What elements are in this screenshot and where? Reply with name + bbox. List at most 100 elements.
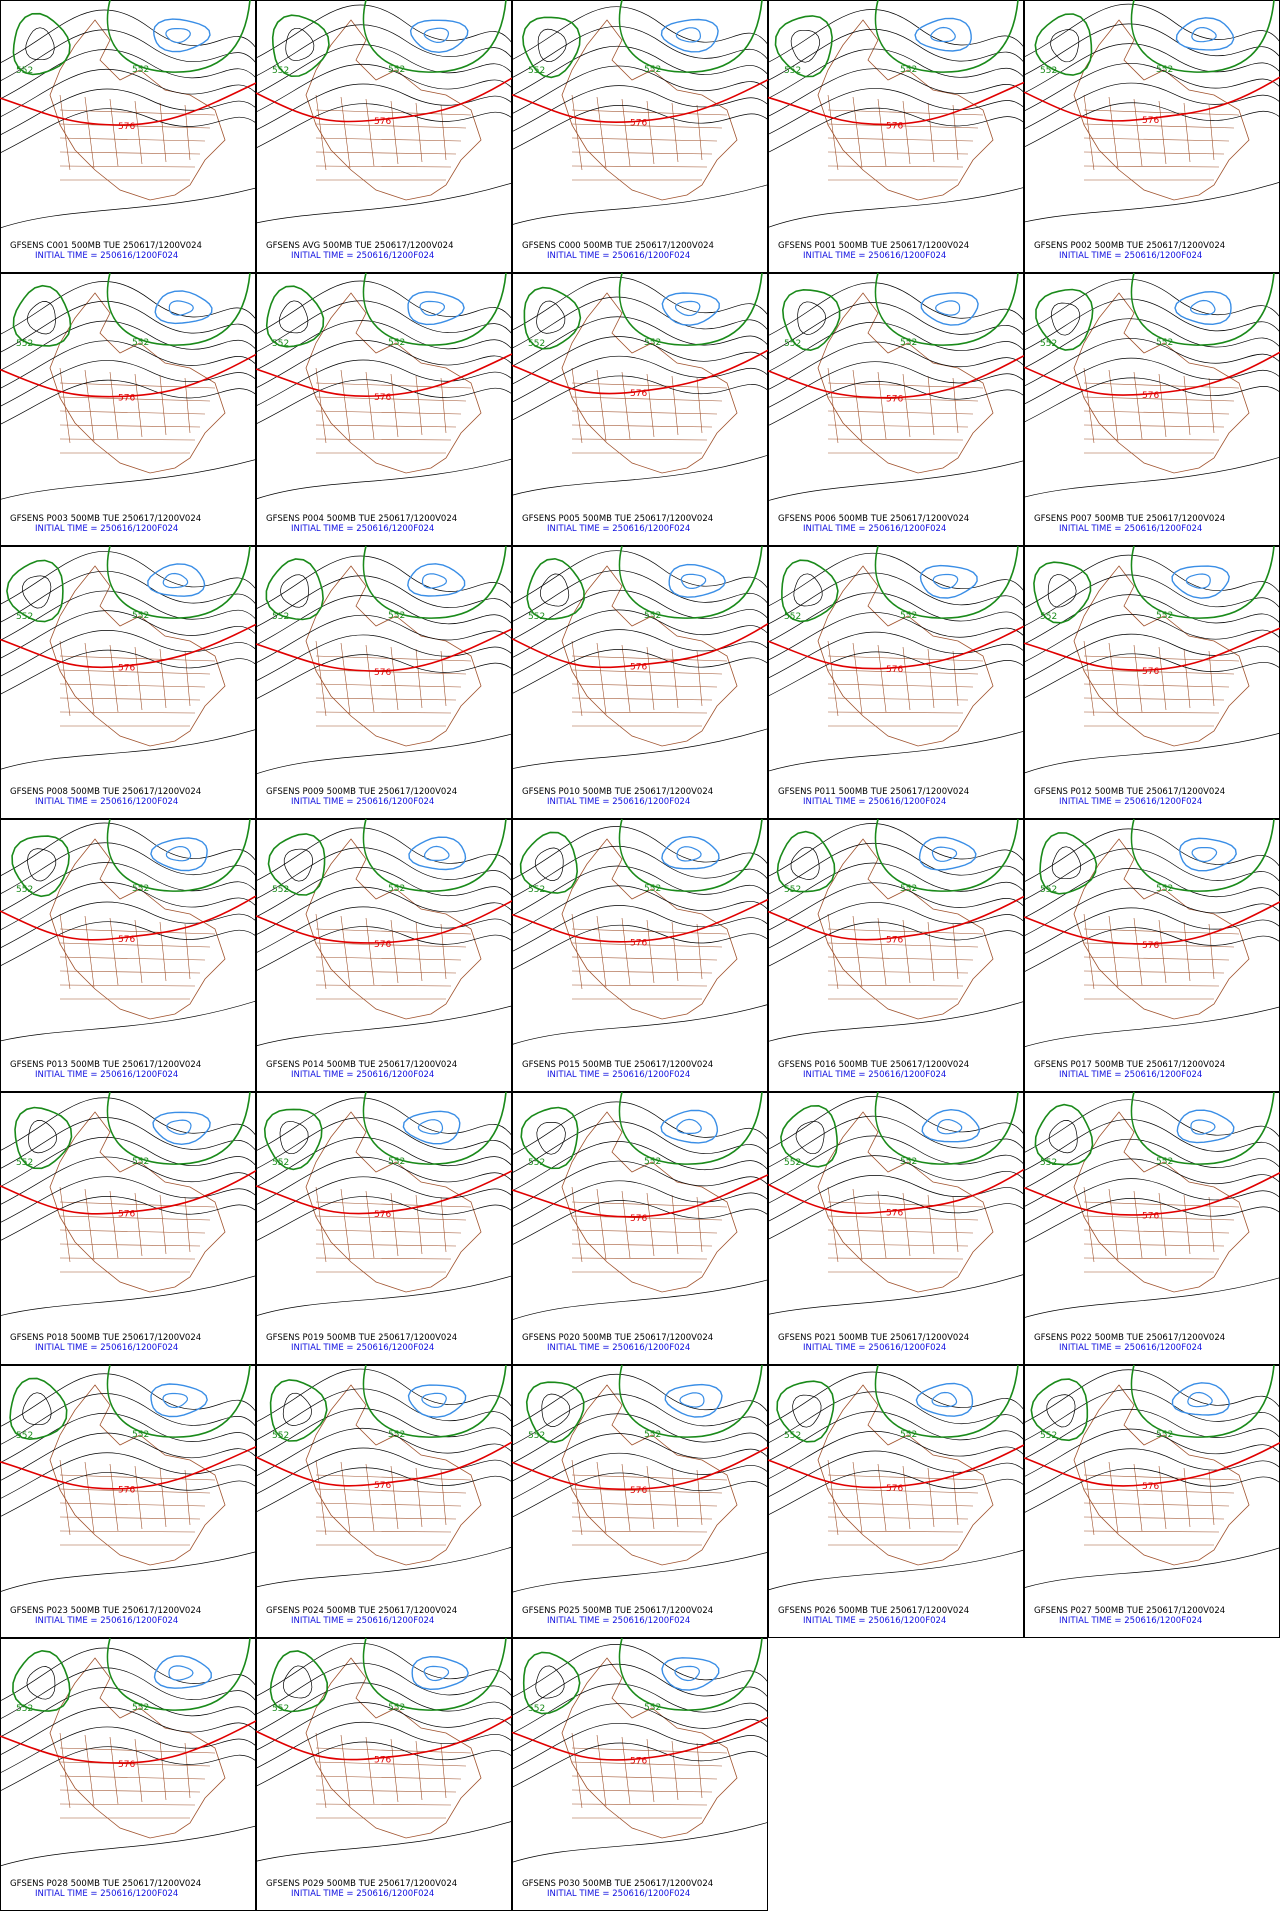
contour-552: [618, 545, 763, 619]
state-border: [1208, 377, 1215, 434]
height-contour: [511, 1004, 769, 1045]
state-border: [415, 921, 423, 982]
state-border: [927, 375, 935, 436]
height-contour: [767, 651, 1025, 697]
contour-label: 576: [374, 393, 391, 403]
state-border: [440, 377, 447, 434]
state-border: [159, 1740, 167, 1801]
height-contour: [0, 881, 257, 931]
height-contour: [511, 1413, 769, 1464]
state-border: [315, 1229, 462, 1234]
state-border: [59, 109, 216, 116]
state-border: [827, 1502, 974, 1507]
state-border: [827, 1474, 984, 1481]
height-contour: [767, 460, 1025, 502]
contour-low: [166, 1119, 192, 1135]
contour-label: 576: [1142, 941, 1159, 951]
panel-title: GFSENS P030 500MB TUE 250617/1200V024: [522, 1879, 713, 1889]
state-border: [184, 1469, 191, 1526]
state-border: [571, 1761, 723, 1767]
contour-label: 552: [272, 612, 289, 622]
contour-552: [1130, 1091, 1275, 1165]
state-border: [315, 382, 472, 389]
height-contour: [255, 103, 513, 149]
state-border: [59, 1761, 211, 1767]
state-border: [159, 648, 167, 709]
panel-subtitle: INITIAL TIME = 250616/1200F024: [291, 1616, 434, 1626]
state-border: [1083, 109, 1240, 116]
panel-frame: [0, 0, 256, 273]
height-contour: [27, 848, 57, 882]
map-panel: 552 552 576 GFSENS P024 500MB TUE 250617/12…: [255, 1364, 513, 1638]
contour-label: 552: [1156, 884, 1173, 894]
state-border: [1083, 697, 1225, 701]
height-contour: [0, 9, 257, 64]
contour-low: [661, 835, 720, 870]
contour-552: [1130, 818, 1275, 892]
panel-frame: [768, 273, 1024, 546]
coastline: [305, 838, 482, 1020]
panel-frame: [512, 1365, 768, 1638]
panel-frame: [0, 546, 256, 819]
state-border: [877, 917, 887, 986]
contour-label: 576: [118, 663, 135, 673]
height-contour: [511, 649, 769, 694]
state-border: [827, 1215, 979, 1221]
state-border: [59, 438, 196, 441]
coastline: [305, 19, 482, 201]
coastline: [49, 1111, 226, 1293]
contour-label: 552: [1156, 1157, 1173, 1167]
contour-low: [407, 291, 465, 326]
contour-low: [419, 300, 446, 317]
contour-label: 576: [630, 663, 647, 673]
height-contour: [767, 631, 1025, 679]
state-border: [340, 915, 351, 988]
state-border: [827, 1530, 964, 1533]
state-border: [315, 1474, 472, 1481]
coastline: [49, 292, 226, 474]
state-border: [827, 669, 979, 675]
contour-552: [1034, 13, 1093, 76]
contour-576: [1023, 351, 1280, 396]
height-contour: [255, 320, 513, 371]
state-border: [415, 1194, 423, 1255]
state-border: [596, 96, 607, 169]
contour-576: [0, 82, 257, 126]
height-contour: [767, 842, 1025, 895]
state-border: [1083, 1530, 1220, 1533]
map-panel: 552 552 576 GFSENS P011 500MB TUE 250617/12…: [767, 545, 1025, 819]
height-contour: [1050, 29, 1080, 63]
height-contour: [0, 921, 257, 967]
height-contour: [1051, 846, 1082, 880]
height-contour: [1023, 377, 1280, 423]
state-border: [59, 669, 211, 675]
height-contour: [511, 105, 769, 150]
height-contour: [767, 552, 1025, 607]
contour-552: [106, 1364, 251, 1438]
state-border: [109, 1190, 119, 1259]
panel-frame: [0, 1365, 256, 1638]
contour-576: [255, 77, 513, 123]
map-panel: 552 552 576 GFSENS C001 500MB TUE 250617/12…: [0, 0, 257, 273]
state-border: [315, 410, 462, 415]
contour-552: [618, 1637, 763, 1711]
state-border: [59, 151, 201, 155]
state-border: [902, 100, 911, 165]
contour-552: [781, 288, 841, 352]
state-border: [1083, 424, 1225, 428]
contour-552: [263, 1108, 323, 1171]
state-border: [315, 165, 452, 168]
contour-label: 576: [374, 940, 391, 950]
contour-552: [874, 272, 1019, 346]
state-border: [646, 1738, 655, 1803]
height-contour: [0, 29, 257, 82]
contour-552: [874, 818, 1019, 892]
state-border: [1083, 956, 1230, 961]
state-border: [315, 956, 462, 961]
contour-576: [511, 349, 769, 395]
state-border: [159, 1467, 167, 1528]
panel-title: GFSENS P023 500MB TUE 250617/1200V024: [10, 1606, 201, 1616]
state-border: [646, 1465, 655, 1530]
contour-576: [255, 628, 513, 672]
